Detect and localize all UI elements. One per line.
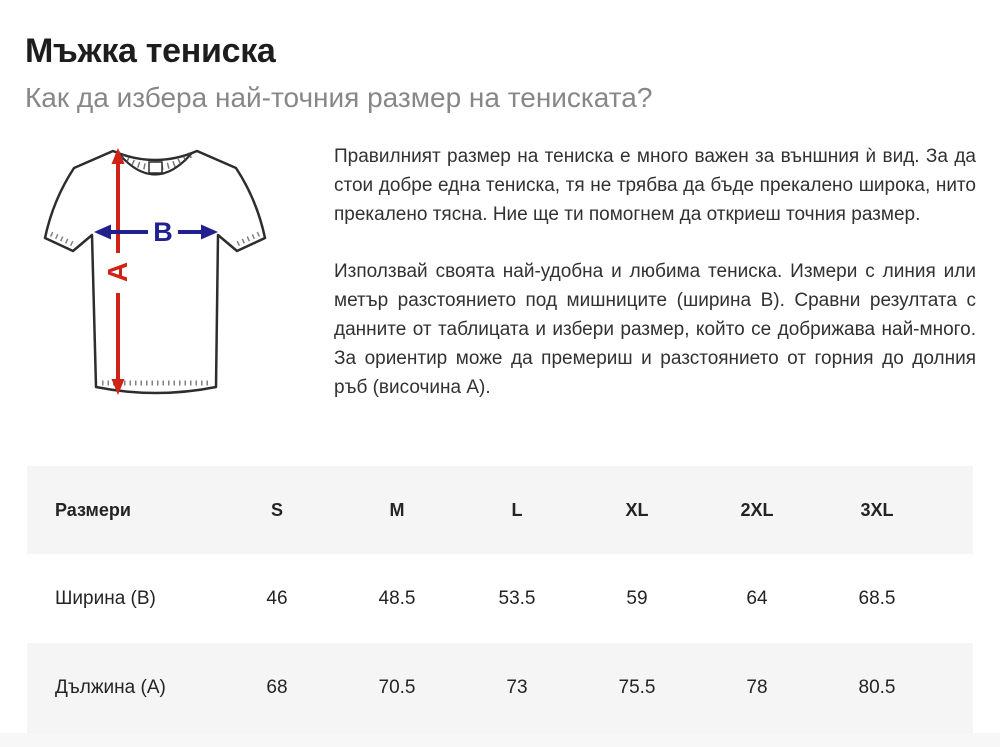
width-value-2xl: 64 (746, 587, 768, 609)
width-value-3xl: 68.5 (858, 587, 896, 609)
table-row-width: Ширина (B) 46 48.5 53.5 59 64 68.5 (27, 554, 973, 643)
length-label-backdrop (106, 253, 130, 293)
width-label-b: B (153, 217, 173, 247)
intro-paragraph-1: Правилният размер на тениска е много важ… (334, 146, 976, 225)
width-arrow-b-head-right (201, 224, 218, 240)
row-label-width: Ширина (B) (55, 587, 156, 609)
length-value-3xl: 80.5 (858, 677, 896, 698)
tshirt-diagram-svg: A B (43, 148, 267, 395)
width-value-m: 48.5 (378, 587, 416, 609)
intro-text: Правилният размер на тениска е много важ… (334, 142, 976, 430)
column-header-2xl: 2XL (740, 499, 774, 520)
column-header-m: M (389, 499, 405, 520)
length-value-xl: 75.5 (618, 677, 656, 698)
length-value-m: 70.5 (378, 677, 416, 698)
column-header-s: S (270, 499, 283, 520)
table-row-length: Дължина (A) 68 70.5 73 75.5 78 80.5 (27, 643, 973, 733)
length-value-l: 73 (506, 677, 528, 698)
length-value-s: 68 (266, 677, 288, 698)
width-label-backdrop (148, 217, 178, 247)
row-label-length: Дължина (A) (55, 677, 166, 698)
width-value-l: 53.5 (498, 587, 536, 609)
width-arrow-b-head-left (94, 224, 111, 240)
neck-tag (148, 161, 163, 174)
right-cuff-stitching (235, 231, 261, 247)
length-label-a: A (102, 262, 133, 282)
length-value-2xl: 78 (746, 677, 768, 698)
width-value-xl: 59 (626, 587, 648, 609)
intro-paragraph-2: Използвай своята най-удобна и любима тен… (334, 261, 976, 398)
page-bottom-strip (0, 733, 1000, 747)
left-cuff-stitching (49, 231, 75, 247)
size-table-header-row: Размери S M L XL 2XL 3XL (27, 466, 973, 554)
column-header-l: L (511, 499, 523, 520)
length-arrow-a-head-top (111, 148, 125, 164)
page-title: Мъжка тениска (25, 32, 276, 70)
size-table: Размери S M L XL 2XL 3XL Ширина (B) 46 4… (27, 466, 973, 733)
tshirt-outline (43, 149, 267, 395)
column-header-sizes: Размери (55, 499, 131, 520)
tshirt-measurement-diagram: A B (22, 137, 310, 422)
column-header-xl: XL (625, 499, 649, 520)
length-arrow-a-head-bottom (111, 379, 125, 395)
width-value-s: 46 (266, 587, 288, 609)
column-header-3xl: 3XL (860, 499, 894, 520)
page-subtitle: Как да избера най-точния размер на тенис… (25, 82, 653, 113)
